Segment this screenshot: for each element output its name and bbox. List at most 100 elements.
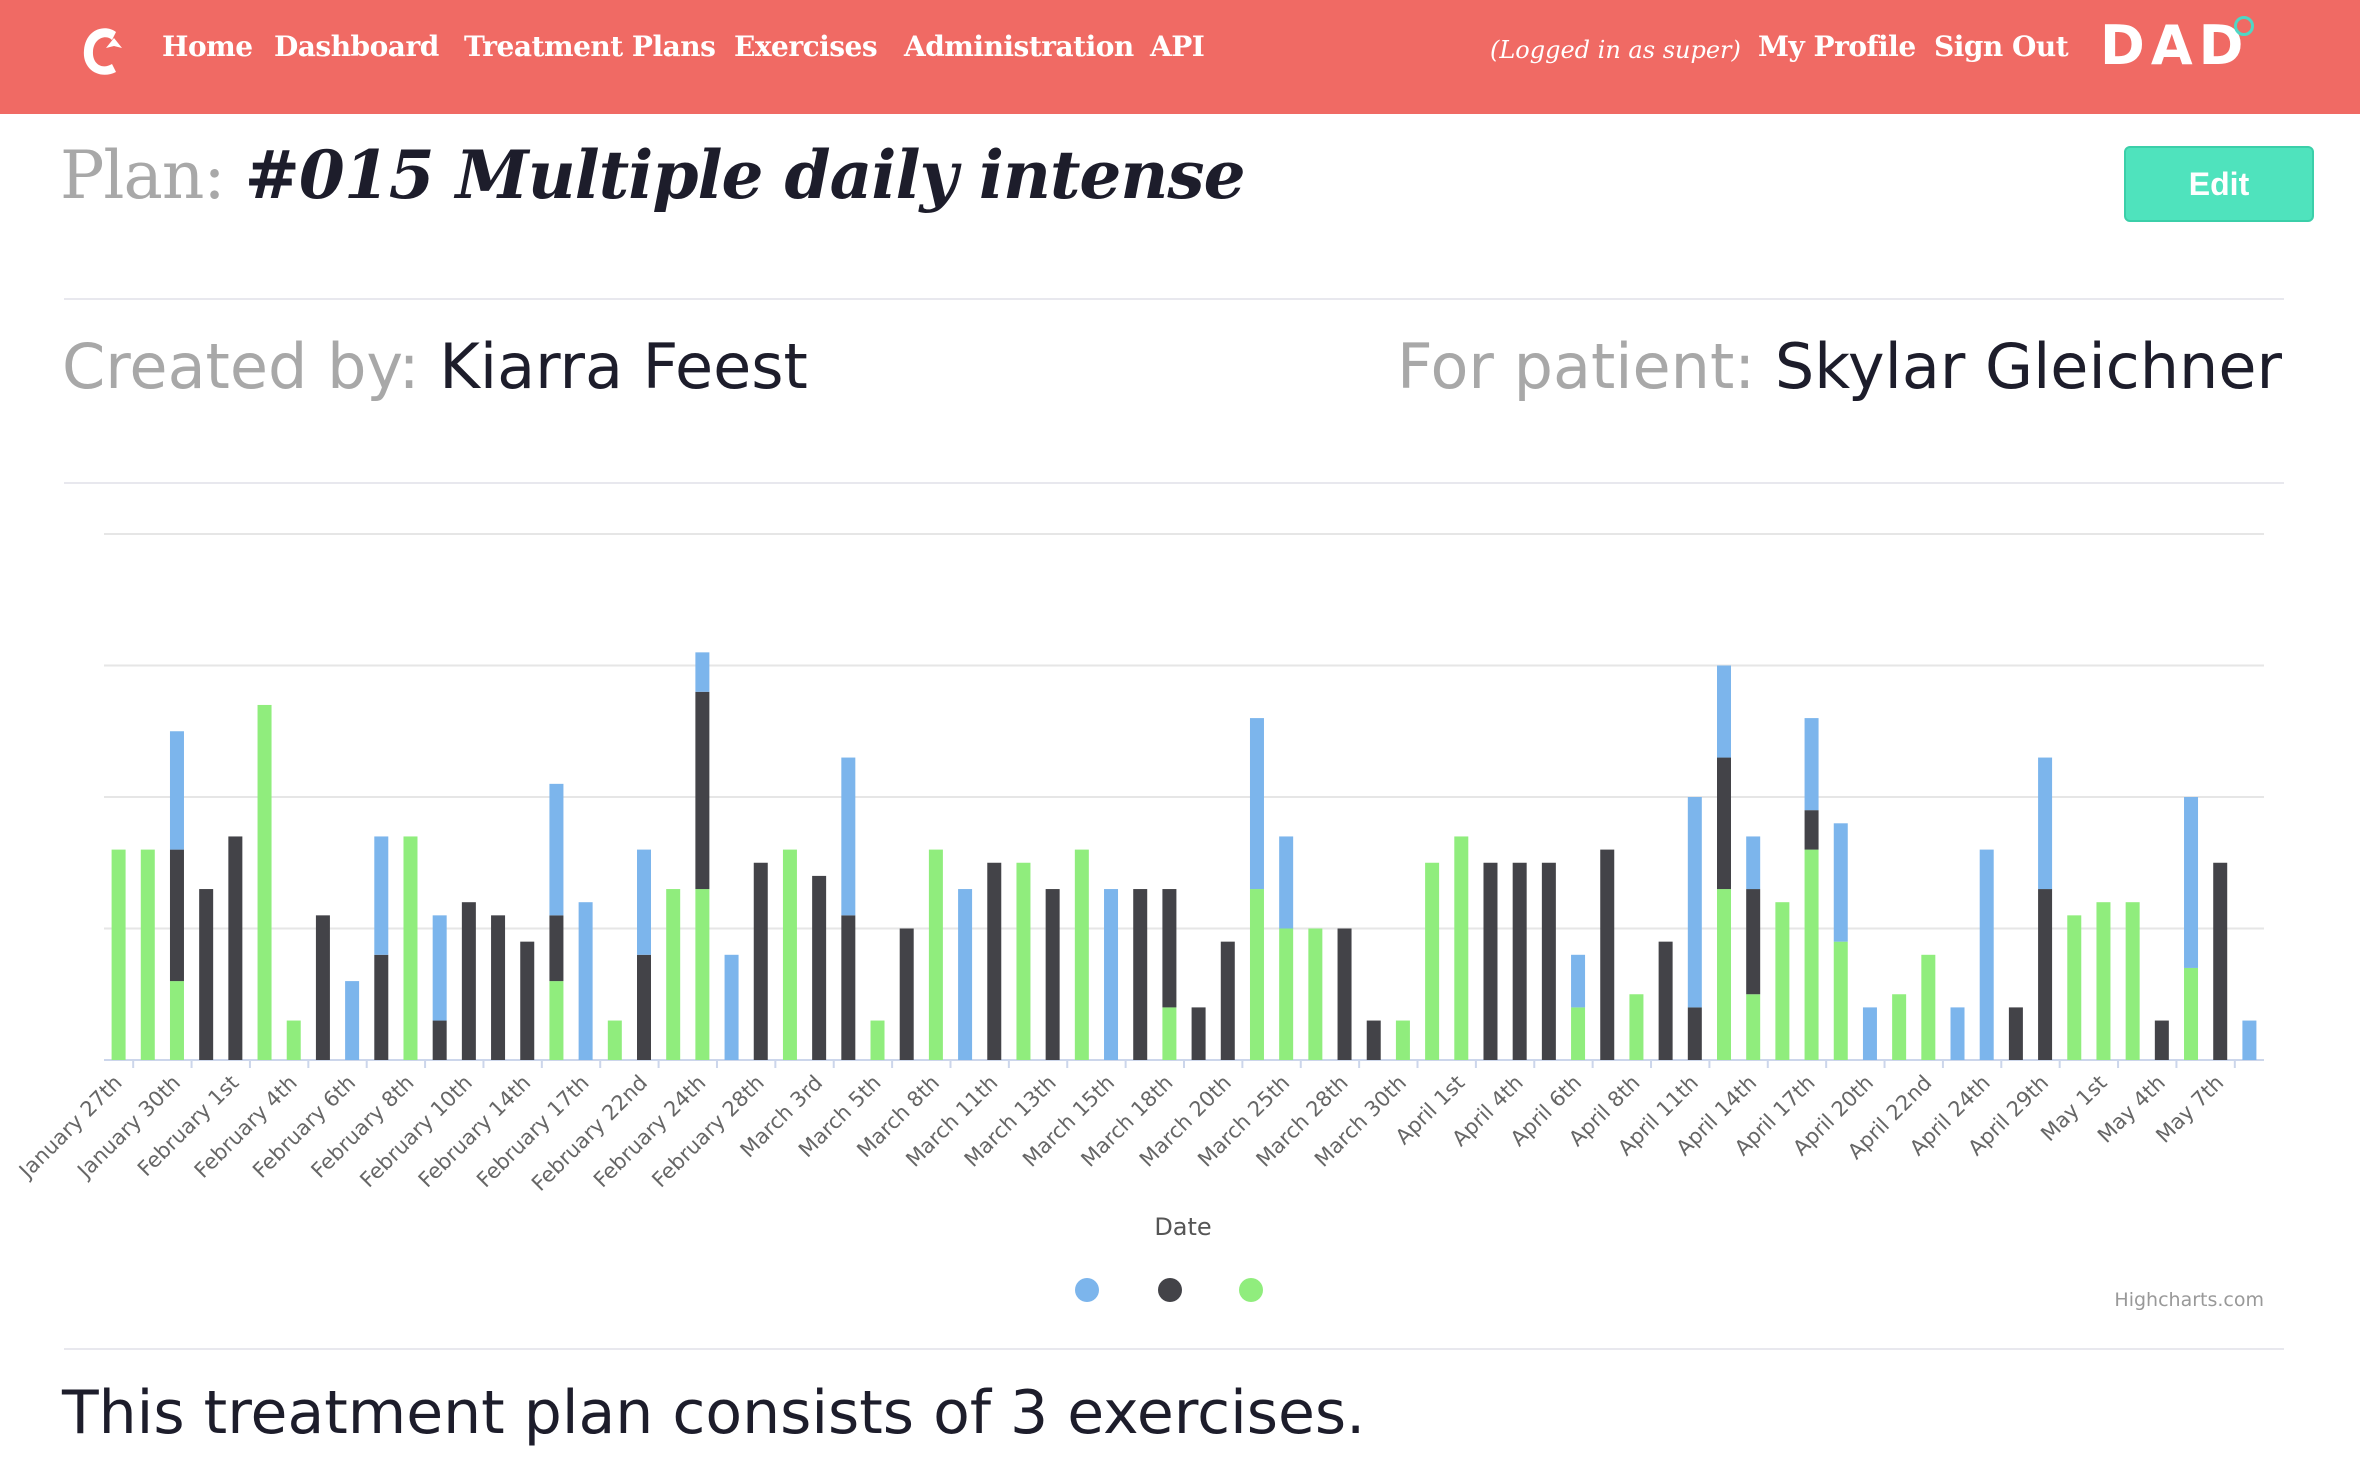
- nav-exercises-link[interactable]: Exercises: [734, 30, 878, 63]
- nav-treatment-plans-link[interactable]: Treatment Plans: [464, 30, 716, 63]
- bar-segment-dark[interactable]: [199, 889, 214, 1060]
- bar-segment-green[interactable]: [1249, 889, 1264, 1060]
- bar-segment-green[interactable]: [1892, 994, 1907, 1060]
- bar-segment-dark[interactable]: [899, 928, 914, 1061]
- bar-segment-blue[interactable]: [169, 731, 184, 850]
- bar-segment-blue[interactable]: [432, 915, 447, 1021]
- bar-segment-dark[interactable]: [1366, 1020, 1381, 1060]
- bar-segment-blue[interactable]: [2038, 757, 2053, 890]
- nav-home-link[interactable]: Home: [162, 30, 253, 63]
- bar-segment-dark[interactable]: [1162, 889, 1177, 1008]
- bar-segment-blue[interactable]: [1746, 836, 1761, 890]
- chart-credits[interactable]: Highcharts.com: [2114, 1289, 2264, 1311]
- bar-segment-dark[interactable]: [228, 836, 243, 1060]
- bar-segment-dark[interactable]: [1600, 849, 1615, 1060]
- bar-segment-blue[interactable]: [549, 783, 564, 916]
- bar-segment-dark[interactable]: [432, 1020, 447, 1060]
- bar-segment-dark[interactable]: [1541, 862, 1556, 1060]
- bar-segment-blue[interactable]: [578, 902, 593, 1060]
- bar-segment-dark[interactable]: [1483, 862, 1498, 1060]
- nav-api-link[interactable]: API: [1150, 30, 1205, 63]
- bar-segment-dark[interactable]: [695, 691, 710, 890]
- bar-segment-dark[interactable]: [520, 941, 535, 1060]
- bar-segment-dark[interactable]: [549, 915, 564, 982]
- bar-segment-blue[interactable]: [637, 849, 651, 955]
- bar-segment-dark[interactable]: [461, 902, 476, 1060]
- bar-segment-blue[interactable]: [958, 889, 973, 1060]
- bar-segment-blue[interactable]: [1804, 718, 1819, 811]
- bar-segment-blue[interactable]: [1571, 954, 1586, 1008]
- brand-name[interactable]: DAD: [2100, 14, 2250, 77]
- bar-segment-green[interactable]: [928, 849, 943, 1060]
- bar-segment-green[interactable]: [782, 849, 797, 1060]
- bar-segment-green[interactable]: [1395, 1020, 1410, 1060]
- bar-segment-dark[interactable]: [1133, 889, 1148, 1060]
- bar-segment-dark[interactable]: [841, 915, 856, 1060]
- edit-button[interactable]: Edit: [2124, 146, 2314, 222]
- bar-segment-green[interactable]: [666, 889, 681, 1060]
- bar-segment-green[interactable]: [1717, 889, 1731, 1060]
- bar-segment-blue[interactable]: [1104, 889, 1119, 1060]
- bar-segment-dark[interactable]: [2008, 1007, 2023, 1060]
- bar-segment-green[interactable]: [257, 704, 272, 1060]
- bar-segment-blue[interactable]: [1279, 836, 1294, 929]
- nav-dashboard-link[interactable]: Dashboard: [274, 30, 439, 63]
- bar-segment-dark[interactable]: [1512, 862, 1527, 1060]
- nav-my-profile-link[interactable]: My Profile: [1758, 30, 1916, 63]
- bar-segment-green[interactable]: [111, 849, 126, 1060]
- bar-segment-green[interactable]: [549, 981, 564, 1060]
- bar-segment-dark[interactable]: [1658, 941, 1673, 1060]
- bar-segment-blue[interactable]: [841, 757, 856, 916]
- bar-segment-dark[interactable]: [2038, 889, 2053, 1060]
- nav-sign-out-link[interactable]: Sign Out: [1934, 30, 2069, 63]
- bar-segment-green[interactable]: [1162, 1007, 1177, 1060]
- bar-segment-dark[interactable]: [987, 862, 1002, 1060]
- bar-segment-blue[interactable]: [1687, 797, 1702, 1008]
- bar-segment-dark[interactable]: [169, 849, 184, 982]
- bar-segment-dark[interactable]: [1191, 1007, 1206, 1060]
- bar-segment-dark[interactable]: [374, 954, 389, 1060]
- bar-segment-dark[interactable]: [1220, 941, 1235, 1060]
- bar-segment-green[interactable]: [1833, 941, 1848, 1060]
- bar-segment-green[interactable]: [1279, 928, 1294, 1061]
- bar-segment-blue[interactable]: [2242, 1020, 2257, 1060]
- bar-segment-green[interactable]: [1454, 836, 1469, 1060]
- bar-segment-dark[interactable]: [1687, 1007, 1702, 1060]
- brand-logo-icon[interactable]: [76, 18, 132, 86]
- bar-segment-dark[interactable]: [1746, 889, 1761, 995]
- bar-segment-green[interactable]: [140, 849, 155, 1060]
- bar-segment-green[interactable]: [1074, 849, 1089, 1060]
- bar-segment-green[interactable]: [1571, 1007, 1586, 1060]
- bar-segment-blue[interactable]: [345, 981, 360, 1060]
- bar-segment-dark[interactable]: [753, 862, 768, 1060]
- bar-segment-green[interactable]: [286, 1020, 301, 1060]
- legend-item-dark[interactable]: [1158, 1278, 1182, 1302]
- bar-segment-green[interactable]: [2125, 902, 2140, 1060]
- bar-segment-blue[interactable]: [374, 836, 389, 955]
- bar-segment-blue[interactable]: [695, 652, 710, 692]
- bar-segment-green[interactable]: [1629, 994, 1644, 1060]
- bar-segment-green[interactable]: [1016, 862, 1031, 1060]
- bar-segment-green[interactable]: [695, 889, 710, 1060]
- bar-segment-blue[interactable]: [1717, 665, 1731, 758]
- bar-segment-blue[interactable]: [1833, 823, 1848, 942]
- bar-segment-green[interactable]: [169, 981, 184, 1060]
- bar-segment-blue[interactable]: [1979, 849, 1994, 1060]
- bar-segment-dark[interactable]: [315, 915, 330, 1060]
- bar-segment-dark[interactable]: [637, 954, 651, 1060]
- bar-segment-green[interactable]: [1308, 928, 1323, 1061]
- nav-administration-link[interactable]: Administration: [904, 30, 1134, 63]
- bar-segment-dark[interactable]: [2154, 1020, 2169, 1060]
- bar-segment-green[interactable]: [607, 1020, 622, 1060]
- legend-item-blue[interactable]: [1075, 1278, 1099, 1302]
- bar-segment-green[interactable]: [1746, 994, 1761, 1060]
- bar-segment-green[interactable]: [403, 836, 418, 1060]
- bar-segment-blue[interactable]: [1950, 1007, 1965, 1060]
- bar-segment-dark[interactable]: [2213, 862, 2228, 1060]
- bar-segment-green[interactable]: [2096, 902, 2111, 1060]
- bar-segment-dark[interactable]: [1717, 757, 1731, 890]
- bar-segment-green[interactable]: [1921, 954, 1936, 1060]
- bar-segment-blue[interactable]: [1249, 718, 1264, 890]
- bar-segment-dark[interactable]: [1804, 810, 1819, 850]
- bar-segment-green[interactable]: [1775, 902, 1790, 1060]
